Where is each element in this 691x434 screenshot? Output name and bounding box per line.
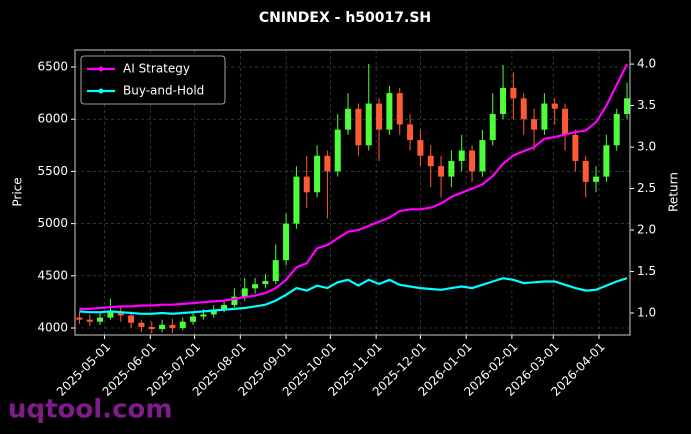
candle-body (458, 150, 465, 161)
candle-body (593, 176, 600, 182)
candle-body (334, 129, 341, 172)
y2-tick-label: 2.5 (637, 181, 656, 195)
candle-body (76, 317, 83, 320)
y2-tick-label: 3.0 (637, 140, 656, 154)
candle-body (314, 155, 321, 193)
line-series (79, 277, 628, 315)
candle-body (303, 176, 310, 193)
candle-body (293, 176, 300, 224)
line-series (79, 63, 628, 310)
candle-body (510, 87, 517, 99)
candle-body (221, 305, 228, 311)
candle-body (107, 312, 114, 318)
y2-tick-label: 1.5 (637, 264, 656, 278)
y-tick-label: 6500 (37, 60, 68, 74)
chart-title: CNINDEX - h50017.SH (259, 10, 431, 26)
candle-body (572, 134, 579, 161)
legend-marker (98, 88, 104, 94)
candle-body (262, 281, 269, 285)
candle-body (624, 98, 631, 114)
candle-body (283, 223, 290, 261)
candle-body (438, 166, 445, 177)
y2-axis-label: Return (667, 172, 681, 212)
y-axis-label: Price (11, 177, 25, 206)
candle-body (551, 103, 558, 109)
candle-body (252, 284, 259, 289)
candle-body (396, 93, 403, 125)
legend-label: AI Strategy (123, 62, 190, 76)
candle-body (241, 288, 248, 297)
candle-body (231, 296, 238, 306)
candle-body (500, 87, 507, 114)
candle-body (345, 108, 352, 130)
candle-body (582, 160, 589, 182)
candle-body (448, 160, 455, 177)
candle-body (159, 324, 166, 330)
y2-tick-label: 3.5 (637, 98, 656, 112)
legend-marker (98, 66, 104, 72)
candle-body (117, 312, 124, 316)
legend-label: Buy-and-Hold (123, 84, 204, 98)
candle-body (386, 93, 393, 130)
legend: AI Strategy Buy-and-Hold (80, 55, 226, 105)
y-tick-label: 4000 (37, 321, 68, 335)
candle-body (190, 316, 197, 322)
candle-body (138, 322, 145, 327)
y-tick-label: 5000 (37, 216, 68, 230)
candle-body (531, 119, 538, 130)
candle-body (541, 103, 548, 130)
candle-body (200, 314, 207, 317)
candle-body (169, 324, 176, 329)
legend-box (80, 55, 226, 105)
candle-body (469, 150, 476, 172)
y2-tick-label: 4.0 (637, 57, 656, 71)
candle-body (355, 108, 362, 146)
y-tick-label: 5500 (37, 164, 68, 178)
candle-body (407, 124, 414, 141)
candle-body (603, 145, 610, 177)
candle-body (210, 310, 217, 315)
y2-tick-label: 1.0 (637, 306, 656, 320)
candle-body (128, 315, 135, 323)
candle-body (520, 98, 527, 120)
candle-body (613, 113, 620, 146)
candle-body (365, 103, 372, 146)
y2-tick-label: 2.0 (637, 223, 656, 237)
plot-frame (74, 49, 631, 336)
candle-body (479, 140, 486, 172)
candle-body (86, 319, 93, 322)
y-tick-label: 4500 (37, 268, 68, 282)
candle-body (272, 260, 279, 282)
candle-body (179, 321, 186, 329)
candle-body (417, 140, 424, 156)
candle-body (489, 113, 496, 141)
watermark: uqtool.com (8, 395, 172, 425)
candle-body (148, 326, 155, 330)
candle-body (97, 317, 104, 322)
candle-body (562, 108, 569, 135)
candle-body (376, 103, 383, 130)
y-tick-label: 6000 (37, 112, 68, 126)
candle-body (324, 155, 331, 172)
candle-body (427, 155, 434, 167)
